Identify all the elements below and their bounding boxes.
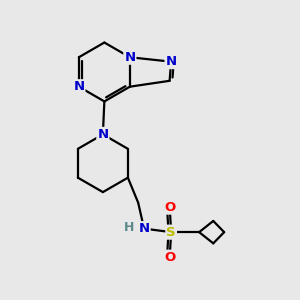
Text: N: N	[97, 128, 109, 141]
Text: N: N	[124, 51, 135, 64]
Text: N: N	[73, 80, 84, 93]
Text: N: N	[166, 55, 177, 68]
Text: H: H	[124, 220, 134, 234]
Text: N: N	[139, 222, 150, 235]
Text: O: O	[164, 201, 175, 214]
Text: S: S	[166, 226, 176, 238]
Text: O: O	[164, 251, 175, 264]
